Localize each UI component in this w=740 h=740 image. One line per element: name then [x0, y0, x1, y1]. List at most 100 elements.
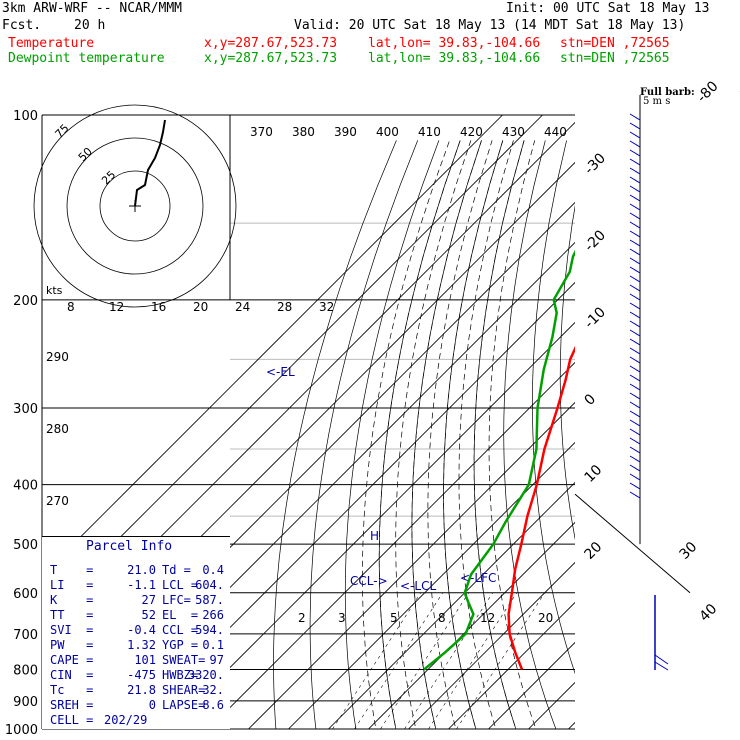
parcel-param-value: 604.: [195, 578, 224, 592]
sounding-series: [423, 249, 575, 671]
dry-adiabat-line: [344, 140, 440, 729]
isotherm-line: [527, 681, 575, 729]
dewpoint-xy: x,y=287.67,523.73: [204, 51, 338, 66]
wind-barb: [629, 131, 641, 139]
isobar-label: 1000: [5, 723, 38, 738]
wind-barb: [629, 410, 641, 418]
h-annotation: H: [370, 529, 379, 543]
isotherm-right-label: 0: [582, 391, 600, 409]
wind-barb: [629, 455, 641, 463]
hodograph-units-label: kts: [46, 284, 63, 297]
moist-adiabat-line: [395, 140, 472, 729]
isobar-label: 600: [13, 587, 38, 602]
isotherm-top-label: -80: [694, 78, 721, 105]
wind-barb: [629, 185, 641, 193]
moist-adiabat-line: [411, 140, 482, 729]
parcel-param-value: 8.6: [202, 698, 224, 712]
wind-barb: [629, 230, 641, 238]
isotherm-right-label: -20: [582, 227, 609, 254]
wind-barb: [629, 419, 641, 427]
hodograph-ring-label: 25: [99, 168, 118, 187]
isotherm-line: [42, 115, 504, 577]
wind-barb: [629, 293, 641, 301]
wind-barb: [629, 491, 641, 499]
dry-adiabat-line: [587, 140, 682, 740]
moist-adiabat-line: [362, 140, 450, 729]
model-title: 3km ARW-WRF -- NCAR/MMM: [2, 1, 183, 16]
parcel-param-value: -0.4: [127, 623, 156, 637]
theta-left-label: 280: [46, 422, 69, 436]
wind-barb: [629, 392, 641, 400]
isotherm-line: [567, 721, 575, 729]
parcel-param-label: CELL =: [50, 713, 94, 727]
wind-barb: [629, 257, 641, 265]
wind-barb: [629, 239, 641, 247]
hodograph-speed-label: 8: [67, 300, 75, 314]
wind-barb: [629, 149, 641, 157]
isotherm-line: [595, 87, 740, 740]
parcel-param-label: SREH =: [50, 698, 94, 712]
theta-label: 430: [502, 125, 525, 139]
parcel-param-label: Td =: [162, 563, 191, 577]
wind-barb: [629, 320, 641, 328]
parcel-param-label: SHEAR=: [162, 683, 206, 697]
mixing-ratio-line: [456, 592, 545, 729]
wind-barb: [629, 167, 641, 175]
parcel-param-value: 97: [209, 653, 224, 667]
wind-barb: [629, 212, 641, 220]
parcel-param-value: 0.1: [202, 638, 224, 652]
isotherm-line: [42, 115, 544, 617]
parcel-param-label: EL =: [162, 608, 199, 622]
hodograph-speed-label: 20: [193, 300, 208, 314]
dewpoint-legend: Dewpoint temperature: [8, 51, 165, 66]
theta-label: 390: [334, 125, 357, 139]
wind-barb: [629, 221, 641, 229]
mixing-ratio-label: 2: [298, 611, 306, 625]
wind-barb: [629, 158, 641, 166]
moist-adiabat-line: [378, 140, 461, 729]
hodograph-ring: [33, 104, 237, 308]
wind-barb: [629, 284, 641, 292]
isobar-label: 400: [13, 479, 38, 494]
hodograph-ring-label: 75: [53, 122, 72, 141]
forecast-label: Fcst.: [2, 18, 42, 33]
parcel-param-value: 202/29: [104, 713, 148, 727]
parcel-info-title: Parcel Info: [86, 539, 173, 554]
wind-barb: [629, 203, 641, 211]
isotherm-line: [287, 441, 575, 729]
mixing-ratio-label: 3: [338, 611, 346, 625]
wind-barbs: Full barb:5 m s: [629, 87, 695, 671]
dry-adiabat-line: [614, 140, 724, 740]
wind-barb: [629, 365, 641, 373]
isobar-label: 900: [13, 695, 38, 710]
parcel-param-label: K =: [50, 593, 94, 607]
parcel-param-label: YGP =: [162, 638, 199, 652]
parcel-param-label: LI =: [50, 578, 94, 592]
dry-adiabat-line: [309, 140, 419, 729]
hodograph-ring: [66, 137, 204, 275]
isotherm-line: [447, 601, 575, 729]
wind-barb: [629, 374, 641, 382]
wind-axis-diagonal: [574, 493, 691, 594]
wind-barb: [629, 356, 641, 364]
wind-barb: [629, 275, 641, 283]
isotherm-right-label: -10: [582, 304, 609, 331]
wind-barb: [654, 654, 669, 671]
isotherm-line: [167, 321, 575, 729]
parcel-param-value: 21.0: [127, 563, 156, 577]
isotherm-right-label: 40: [697, 601, 721, 625]
wind-barb: [629, 329, 641, 337]
mixing-ratio-line: [380, 592, 469, 729]
el-annotation: <-EL: [266, 365, 295, 379]
theta-left-label: 270: [46, 494, 69, 508]
isobar-label: 300: [13, 402, 38, 417]
theta-label: 420: [460, 125, 483, 139]
temperature-profile-line: [507, 345, 575, 670]
dewpoint-profile-line: [423, 249, 575, 671]
moist-adiabat-line: [427, 140, 493, 729]
theta-label: 370: [250, 125, 273, 139]
wind-barb: [629, 140, 641, 148]
hodograph-ring-label: 50: [76, 145, 95, 164]
temperature-latlon: lat,lon= 39.83,-104.66: [368, 36, 541, 51]
